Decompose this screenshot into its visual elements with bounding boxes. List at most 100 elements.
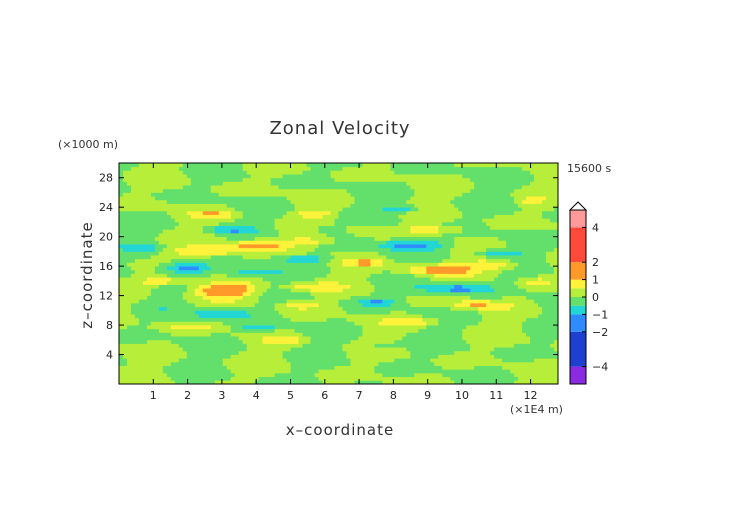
heatmap-cell xyxy=(182,244,188,249)
heatmap-cell xyxy=(442,339,447,344)
heatmap-cell xyxy=(222,288,228,293)
heatmap-cell xyxy=(370,350,375,355)
heatmap-cell xyxy=(438,336,443,341)
heatmap-cell xyxy=(282,247,288,252)
heatmap-cell xyxy=(394,266,399,271)
heatmap-cell xyxy=(226,288,232,293)
heatmap-cell xyxy=(310,339,315,344)
heatmap-cell xyxy=(274,277,280,282)
heatmap-cell xyxy=(334,236,339,241)
heatmap-cell xyxy=(126,347,132,352)
heatmap-cell xyxy=(294,177,299,182)
heatmap-cell xyxy=(134,291,140,296)
heatmap-cell xyxy=(222,214,228,219)
heatmap-cell xyxy=(146,181,152,186)
heatmap-cell xyxy=(426,328,431,333)
heatmap-cell xyxy=(394,299,399,304)
heatmap-cell xyxy=(342,166,347,171)
heatmap-cell xyxy=(218,317,224,322)
heatmap-cell xyxy=(354,302,359,308)
heatmap-cell xyxy=(274,343,280,348)
heatmap-cell xyxy=(214,181,220,186)
heatmap-cell xyxy=(330,369,335,374)
heatmap-cell xyxy=(186,369,192,374)
heatmap-cell xyxy=(362,277,367,282)
heatmap-cell xyxy=(326,214,331,219)
heatmap-cell xyxy=(338,196,343,201)
heatmap-cell xyxy=(130,280,136,285)
heatmap-cell xyxy=(366,185,371,190)
heatmap-cell xyxy=(210,166,216,171)
heatmap-cell xyxy=(134,229,140,234)
heatmap-cell xyxy=(330,310,335,315)
heatmap-cell xyxy=(314,181,319,186)
heatmap-cell xyxy=(334,266,339,271)
heatmap-cell xyxy=(350,280,355,285)
heatmap-cell xyxy=(278,170,284,175)
heatmap-cell xyxy=(358,192,363,197)
heatmap-cell xyxy=(298,350,303,355)
heatmap-cell xyxy=(346,218,351,223)
heatmap-cell xyxy=(414,214,419,219)
heatmap-cell xyxy=(422,166,427,171)
heatmap-cell xyxy=(378,236,383,241)
heatmap-cell xyxy=(326,199,331,204)
heatmap-cell xyxy=(422,214,427,219)
heatmap-cell xyxy=(338,299,343,304)
heatmap-cell xyxy=(122,262,128,267)
heatmap-cell xyxy=(318,321,323,326)
heatmap-cell xyxy=(294,314,299,319)
heatmap-cell xyxy=(334,291,339,296)
heatmap-cell xyxy=(234,299,240,304)
heatmap-cell xyxy=(298,199,303,204)
heatmap-cell xyxy=(138,380,144,385)
heatmap-cell xyxy=(370,255,375,260)
heatmap-cell xyxy=(170,347,176,352)
heatmap-cell xyxy=(354,376,359,381)
heatmap-cell xyxy=(250,302,256,308)
heatmap-cell xyxy=(250,166,256,171)
heatmap-cell xyxy=(438,372,443,378)
heatmap-cell xyxy=(218,350,224,355)
heatmap-cell xyxy=(298,321,303,326)
heatmap-cell xyxy=(354,185,359,190)
heatmap-cell xyxy=(238,332,244,337)
heatmap-cell xyxy=(354,221,359,227)
heatmap-cell xyxy=(434,332,439,337)
heatmap-cell xyxy=(358,299,363,304)
heatmap-cell xyxy=(366,299,371,304)
heatmap-cell xyxy=(206,365,212,370)
heatmap-cell xyxy=(214,273,220,278)
heatmap-cell xyxy=(370,284,375,289)
heatmap-cell xyxy=(202,358,208,363)
heatmap-cell xyxy=(306,347,311,352)
heatmap-cell xyxy=(119,207,124,212)
heatmap-cell xyxy=(402,207,407,212)
heatmap-cell xyxy=(186,317,192,322)
heatmap-cell xyxy=(222,262,228,267)
heatmap-cell xyxy=(394,240,399,245)
heatmap-cell xyxy=(342,240,347,245)
heatmap-cell xyxy=(350,196,355,201)
heatmap-cell xyxy=(398,365,403,370)
heatmap-cell xyxy=(230,236,236,241)
heatmap-cell xyxy=(119,244,124,249)
heatmap-cell xyxy=(346,358,351,363)
heatmap-cell xyxy=(190,177,196,182)
heatmap-cell xyxy=(286,332,292,337)
heatmap-cell xyxy=(374,225,379,230)
heatmap-cell xyxy=(338,365,343,370)
heatmap-cell xyxy=(414,170,419,175)
heatmap-cell xyxy=(166,214,172,219)
heatmap-cell xyxy=(338,273,343,278)
heatmap-cell xyxy=(162,325,168,330)
heatmap-cell xyxy=(298,369,303,374)
heatmap-cell xyxy=(119,325,124,330)
heatmap-cell xyxy=(290,262,295,267)
heatmap-cell xyxy=(182,185,188,190)
heatmap-cell xyxy=(318,177,323,182)
heatmap-cell xyxy=(234,372,240,378)
heatmap-cell xyxy=(174,310,180,315)
heatmap-cell xyxy=(342,372,347,378)
heatmap-cell xyxy=(166,207,172,212)
